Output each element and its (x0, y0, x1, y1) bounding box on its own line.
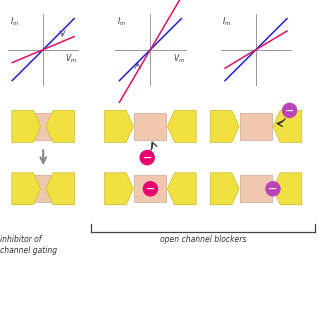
Circle shape (283, 103, 297, 117)
Bar (240, 113, 272, 140)
Text: $V_m$: $V_m$ (65, 53, 77, 65)
Bar (27, 175, 59, 203)
Circle shape (266, 182, 280, 196)
Text: inhibitor of
channel gating: inhibitor of channel gating (0, 235, 57, 255)
Bar (240, 175, 272, 203)
Polygon shape (46, 110, 75, 142)
Polygon shape (105, 173, 133, 205)
Bar (134, 175, 166, 203)
Text: $V_m$: $V_m$ (172, 53, 185, 65)
Polygon shape (12, 173, 41, 205)
Polygon shape (273, 173, 302, 205)
Text: $I_m$: $I_m$ (117, 15, 126, 28)
Polygon shape (273, 110, 302, 142)
Bar (134, 113, 166, 140)
Polygon shape (46, 173, 75, 205)
Circle shape (143, 182, 157, 196)
Polygon shape (210, 173, 239, 205)
Text: −: − (146, 184, 155, 194)
Polygon shape (210, 110, 239, 142)
Text: $I_m$: $I_m$ (222, 15, 232, 28)
Polygon shape (167, 110, 196, 142)
Text: −: − (142, 153, 152, 163)
Circle shape (140, 151, 154, 165)
Polygon shape (167, 173, 196, 205)
Text: open channel blockers: open channel blockers (160, 235, 246, 244)
Text: −: − (268, 184, 278, 194)
Polygon shape (12, 110, 41, 142)
Bar (27, 113, 59, 140)
Text: −: − (285, 105, 294, 116)
Text: $I_m$: $I_m$ (10, 15, 19, 28)
Polygon shape (105, 110, 133, 142)
